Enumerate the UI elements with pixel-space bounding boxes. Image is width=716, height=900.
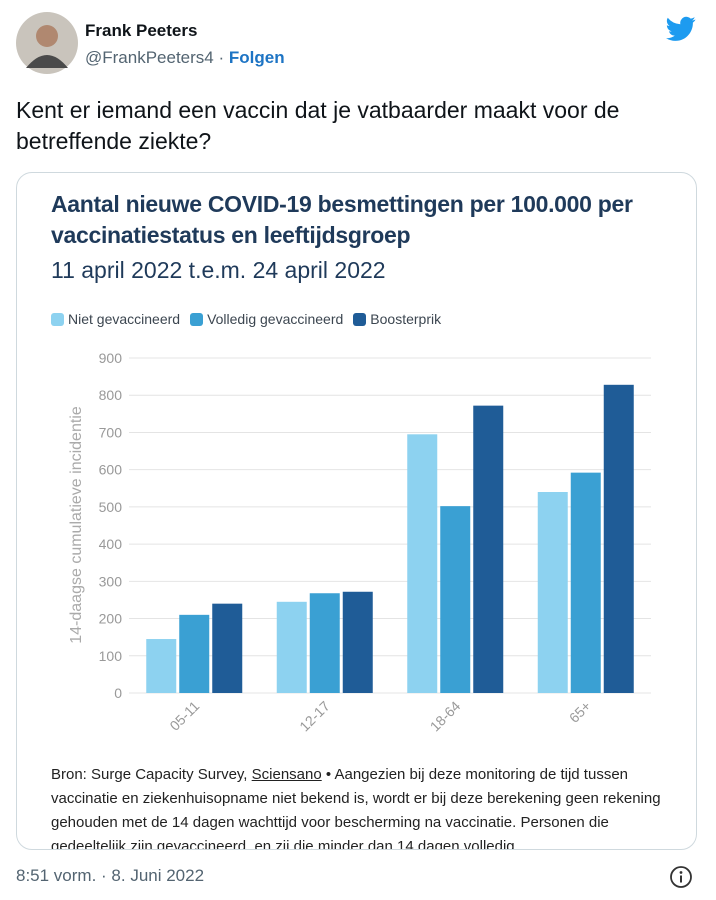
legend-item: Niet gevaccineerd (51, 311, 180, 327)
bar (309, 593, 340, 693)
tweet-text: Kent er iemand een vaccin dat je vatbaar… (16, 97, 620, 154)
chart-title: Aantal nieuwe COVID-19 besmettingen per … (51, 191, 633, 248)
legend-swatch (190, 312, 204, 326)
y-tick-label: 800 (99, 387, 123, 403)
source-link[interactable]: Sciensano (251, 766, 322, 783)
y-tick-label: 400 (99, 536, 123, 552)
y-tick-label: 300 (99, 573, 123, 589)
legend-swatch (51, 312, 64, 326)
timestamp[interactable]: 8:51 vorm. · 8. Juni 2022 (16, 866, 205, 885)
bar (276, 601, 307, 693)
legend: Niet gevaccineerd Volledig gevaccineerd Bo… (51, 311, 441, 327)
separator: · (218, 48, 225, 67)
legend-label: Boosterprik (370, 311, 442, 327)
source-rest: • Aangezien bij deze monitoring de tijd … (51, 766, 661, 850)
legend-swatch (353, 312, 367, 326)
y-axis-label: 14-daagse cumulatieve incidentie (68, 406, 85, 644)
legend-label: Volledig gevaccineerd (207, 311, 344, 327)
legend-item: Boosterprik (353, 311, 441, 327)
media-card[interactable]: Aantal nieuwe COVID-19 besmettingen per … (16, 172, 697, 850)
bar (603, 384, 634, 693)
chart: 0 100 200 300 400 500 600 700 800 900 14-daagse cu… (68, 350, 651, 735)
bar (473, 405, 504, 693)
x-tick-label: 05-11 (166, 698, 202, 734)
x-tick-label: 18-64 (427, 698, 464, 735)
info-icon[interactable] (669, 865, 693, 889)
avatar[interactable] (16, 12, 78, 74)
twitter-logo[interactable] (666, 16, 696, 42)
y-tick-label: 600 (99, 462, 123, 478)
y-tick-label: 900 (99, 350, 123, 366)
bar (342, 591, 373, 693)
source-prefix: Bron: Surge Capacity Survey, (51, 766, 248, 783)
y-tick-label: 200 (99, 611, 123, 627)
y-tick-label: 0 (114, 685, 122, 701)
author-name[interactable]: Frank Peeters (85, 21, 198, 40)
x-tick-label: 65+ (566, 698, 594, 726)
y-tick-label: 100 (99, 648, 123, 664)
bar (212, 603, 243, 693)
bar (440, 506, 471, 693)
bar (407, 434, 438, 693)
handle[interactable]: @FrankPeeters4 (85, 48, 214, 67)
x-tick-label: 12-17 (296, 698, 333, 735)
follow-button[interactable]: Folgen (228, 48, 285, 67)
bar (146, 639, 177, 693)
y-tick-label: 700 (99, 424, 123, 440)
chart-subtitle: 11 april 2022 t.e.m. 24 april 2022 (51, 257, 386, 283)
bar (537, 492, 568, 693)
source-note: Bron: Surge Capacity Survey, Sciensano •… (51, 763, 671, 850)
bar (570, 472, 601, 693)
bar (179, 614, 210, 693)
legend-label: Niet gevaccineerd (68, 311, 181, 327)
legend-item: Volledig gevaccineerd (190, 311, 343, 327)
y-tick-label: 500 (99, 499, 123, 515)
author-handle[interactable]: @FrankPeeters4 · Folgen (85, 48, 285, 68)
